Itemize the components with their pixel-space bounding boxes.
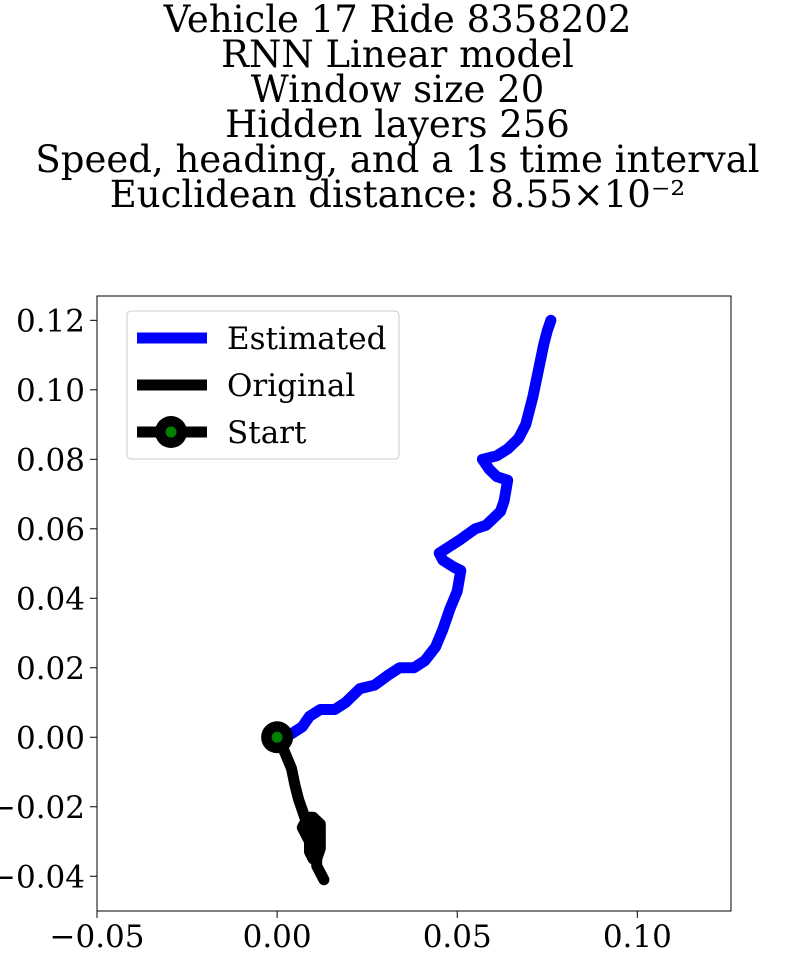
series-layer [261, 314, 557, 886]
legend: Estimated Original Start [126, 310, 400, 460]
title-line-hidden: Hidden layers 256 [225, 103, 570, 146]
legend-start-marker-dot [165, 426, 177, 438]
x-tick-label: −0.05 [50, 919, 145, 955]
y-tick-label: 0.08 [16, 442, 85, 478]
y-tick-label: 0.12 [16, 303, 85, 339]
title-line-features: Speed, heading, and a 1s time interval [35, 138, 760, 181]
legend-label-start: Start [227, 415, 307, 451]
title-line-model: RNN Linear model [221, 33, 574, 76]
x-tick-label: 0.00 [243, 919, 312, 955]
y-tick-label: −0.02 [0, 790, 85, 826]
series-line-original [271, 731, 330, 886]
x-tick-label: 0.05 [423, 919, 492, 955]
start-marker-dot [271, 731, 283, 743]
y-tick-label: 0.06 [16, 512, 85, 548]
title-line-distance: Euclidean distance: 8.55×10⁻² [109, 173, 686, 216]
y-axis: −0.04 −0.02 0.00 0.02 0.04 0.06 0.08 0.10 0.12 [0, 303, 97, 895]
y-tick-label: −0.04 [0, 859, 85, 895]
x-tick-label: 0.10 [603, 919, 672, 955]
y-tick-label: 0.10 [16, 373, 85, 409]
y-tick-label: 0.00 [16, 720, 85, 756]
title-line-window: Window size 20 [250, 68, 545, 111]
legend-box [126, 310, 400, 460]
legend-label-original: Original [227, 368, 355, 404]
chart-title: Vehicle 17 Ride 8358202 RNN Linear model… [0, 0, 795, 216]
y-tick-label: 0.04 [16, 581, 85, 617]
title-line-vehicle: Vehicle 17 Ride 8358202 [163, 0, 632, 41]
series-line-estimated [271, 314, 557, 743]
x-axis: −0.05 0.00 0.05 0.10 [50, 911, 672, 955]
legend-label-estimated: Estimated [227, 321, 386, 357]
plot-frame [96, 295, 732, 912]
y-tick-label: 0.02 [16, 651, 85, 687]
